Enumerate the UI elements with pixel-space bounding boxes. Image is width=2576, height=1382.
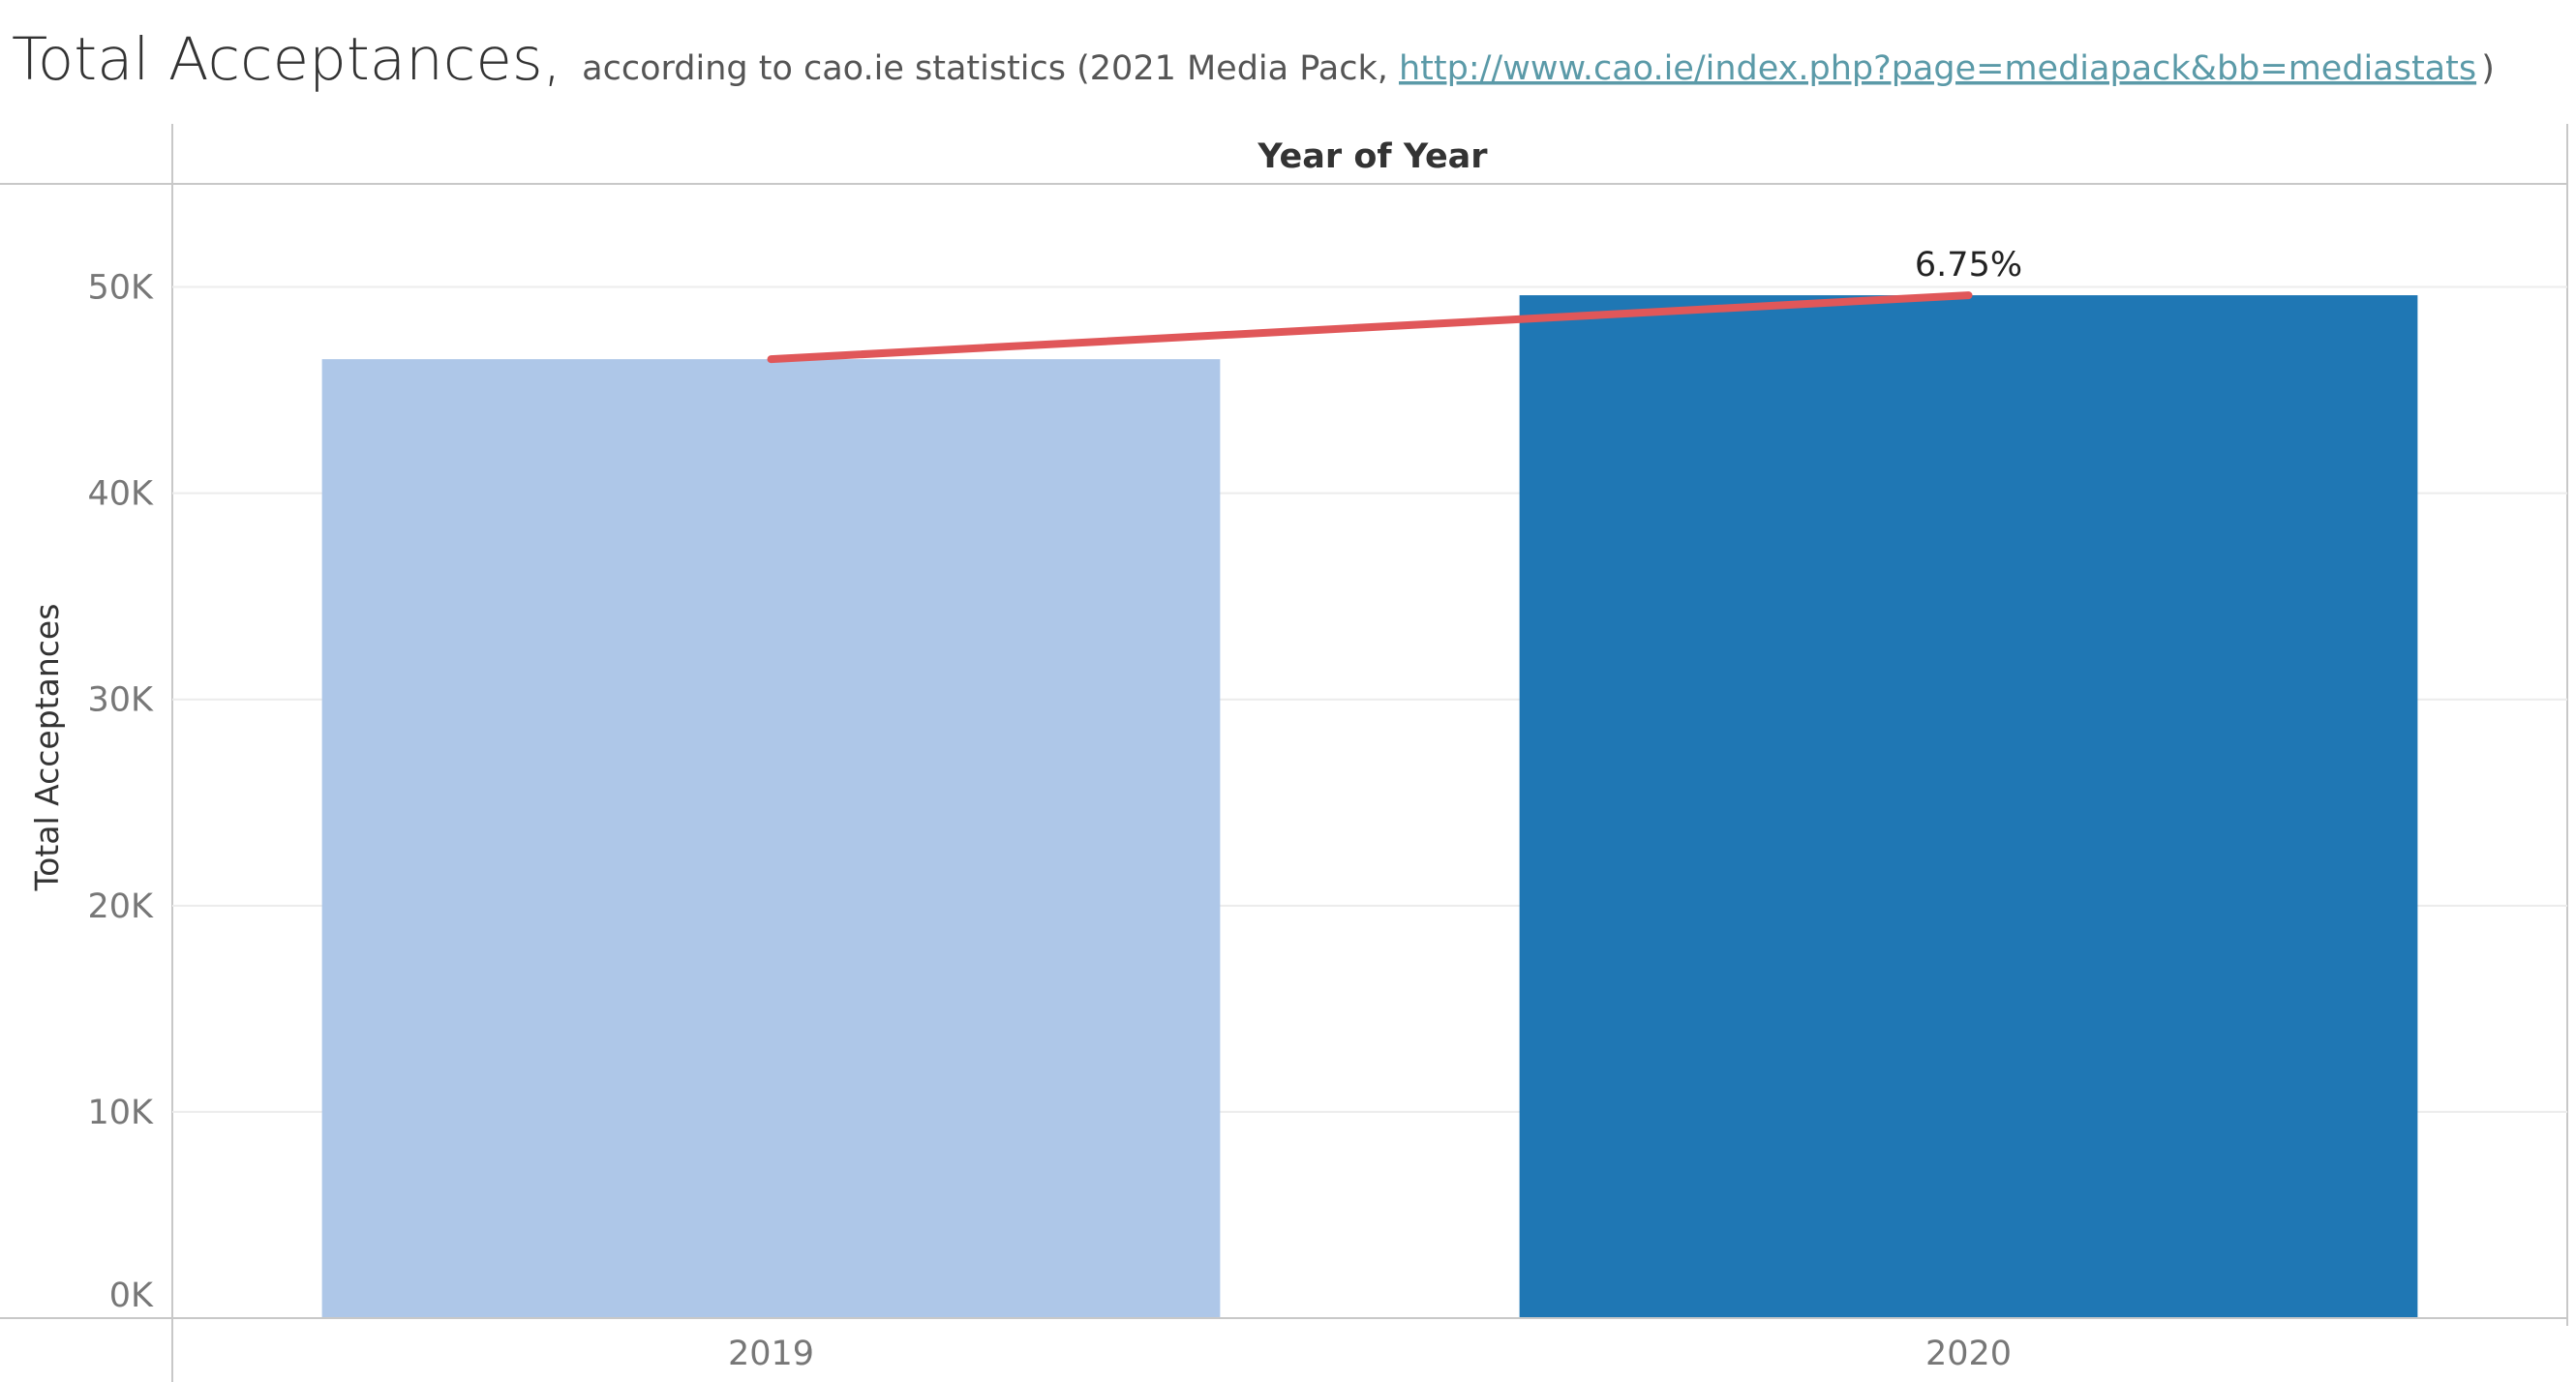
y-axis-ticks: 0K 10K 20K 30K 40K 50K: [88, 269, 155, 1315]
y-tick-label: 50K: [88, 269, 155, 308]
y-tick-label: 40K: [88, 475, 155, 514]
x-tick-label: 2019: [728, 1335, 814, 1373]
x-tick-label: 2020: [1925, 1335, 2012, 1373]
trend-line: [767, 291, 1973, 364]
annotations: 6.75%: [1915, 246, 2022, 285]
trend-line-group: [767, 291, 1973, 364]
chart-subtitle-prefix: according to cao.ie statistics (2021 Med…: [582, 49, 1399, 88]
x-axis-ticks: 2019 2020: [728, 1335, 2012, 1373]
y-axis-title: Total Acceptances: [28, 604, 66, 892]
y-tick-label: 10K: [88, 1094, 155, 1132]
y-tick-label: 0K: [109, 1277, 154, 1315]
y-tick-label: 20K: [88, 887, 155, 926]
bar-2019: [321, 359, 1221, 1318]
bar-2020: [1519, 295, 2418, 1318]
bars: [321, 295, 2418, 1318]
column-header-label: Year of Year: [1257, 137, 1488, 176]
y-tick-label: 30K: [88, 681, 155, 720]
chart-title: Total Acceptances, according to cao.ie s…: [12, 25, 2495, 94]
pct-change-label: 6.75%: [1915, 246, 2022, 285]
chart-title-main: Total Acceptances,: [12, 25, 561, 94]
source-link[interactable]: http://www.cao.ie/index.php?page=mediapa…: [1399, 49, 2476, 88]
chart-subtitle-suffix: ): [2481, 49, 2495, 88]
